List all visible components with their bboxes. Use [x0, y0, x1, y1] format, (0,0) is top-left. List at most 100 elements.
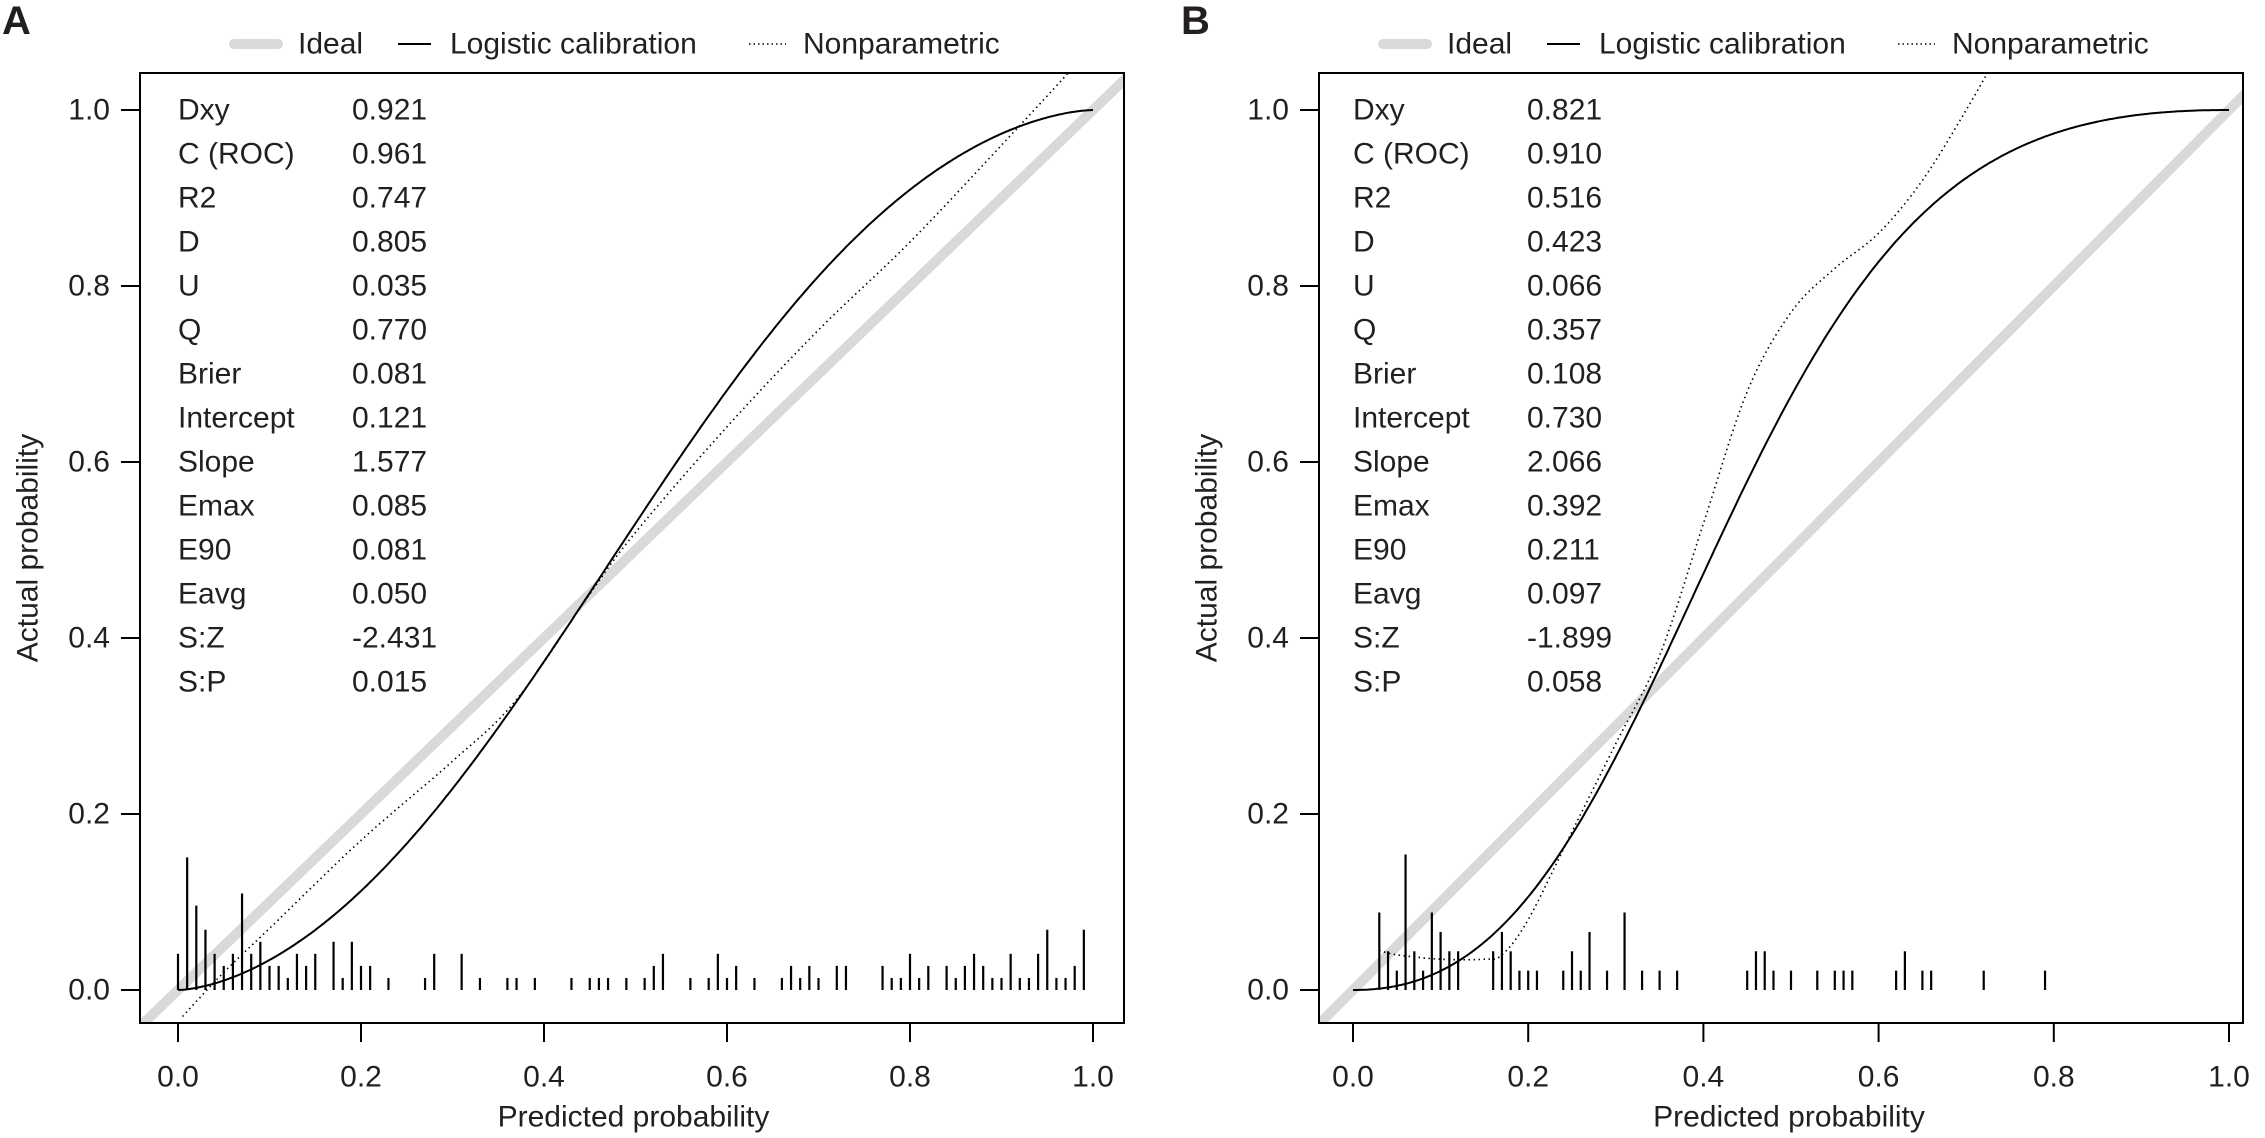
- stat-label: D: [178, 226, 200, 259]
- ideal-line: [140, 73, 1124, 1023]
- stat-value: 0.821: [1527, 94, 1602, 127]
- legend-ideal-label: Ideal: [1447, 28, 1512, 61]
- y-axis-label: Actual probability: [1191, 434, 1224, 662]
- stat-label: E90: [178, 534, 231, 567]
- stat-label: Q: [178, 314, 201, 347]
- nonparametric-curve: [1379, 73, 1989, 961]
- stat-value: 0.423: [1527, 226, 1602, 259]
- x-tick-label: 0.0: [1332, 1061, 1374, 1094]
- stat-label: Dxy: [1353, 94, 1405, 127]
- stat-value: 0.108: [1527, 358, 1602, 391]
- stat-value: 0.730: [1527, 402, 1602, 435]
- stat-label: Eavg: [178, 578, 246, 611]
- x-tick-label: 0.4: [1683, 1061, 1725, 1094]
- rug: [1378, 854, 2047, 990]
- stat-label: U: [1353, 270, 1375, 303]
- stat-value: 0.961: [352, 138, 427, 171]
- legend: Ideal Logistic calibration Nonparametric: [229, 28, 1000, 61]
- rug: [176, 857, 1085, 990]
- legend-logistic-label: Logistic calibration: [450, 28, 697, 61]
- y-tick-label: 0.0: [1247, 974, 1289, 1007]
- x-tick-label: 0.6: [706, 1061, 748, 1094]
- legend-nonparametric-label: Nonparametric: [803, 28, 1000, 61]
- x-tick-label: 0.4: [523, 1061, 565, 1094]
- stat-label: S:Z: [1353, 622, 1400, 655]
- stat-label: R2: [1353, 182, 1391, 215]
- ideal-line: [1319, 88, 2243, 1023]
- x-tick-label: 0.0: [157, 1061, 199, 1094]
- stat-value: 1.577: [352, 446, 427, 479]
- y-tick-label: 0.2: [68, 798, 110, 831]
- stat-label: R2: [178, 182, 216, 215]
- stat-label: Slope: [178, 446, 255, 479]
- stat-label: S:P: [1353, 666, 1401, 699]
- stat-value: 0.211: [1527, 534, 1600, 567]
- stat-label: Intercept: [178, 402, 295, 435]
- x-axis-label: Predicted probability: [498, 1101, 770, 1134]
- stat-value: 0.066: [1527, 270, 1602, 303]
- y-tick-label: 0.4: [1247, 622, 1289, 655]
- logistic-calibration-curve: [177, 109, 1094, 991]
- stat-value: 0.121: [352, 402, 427, 435]
- stat-value: 0.058: [1527, 666, 1602, 699]
- legend-logistic-label: Logistic calibration: [1599, 28, 1846, 61]
- y-tick-label: 0.6: [1247, 446, 1289, 479]
- stat-value: 0.910: [1527, 138, 1602, 171]
- stat-value: 0.921: [352, 94, 427, 127]
- x-tick-label: 0.8: [889, 1061, 931, 1094]
- stat-value: 0.085: [352, 490, 427, 523]
- plot-frame: [1318, 72, 2244, 1024]
- panel-letter: A: [2, 0, 31, 43]
- x-tick-label: 0.2: [340, 1061, 382, 1094]
- stats-table: Dxy 0.921 C (ROC) 0.961 R2 0.747 D 0.805 U 0.035 Q…: [178, 94, 437, 699]
- legend-nonparametric-label: Nonparametric: [1952, 28, 2149, 61]
- plot-area: [1319, 73, 2243, 1023]
- legend: Ideal Logistic calibration Nonparametric: [1378, 28, 2149, 61]
- stat-label: D: [1353, 226, 1375, 259]
- panel-a: A Ideal Logistic calibration Nonparametric 0…: [2, 0, 1125, 1134]
- stat-label: Intercept: [1353, 402, 1470, 435]
- panel-b: B Ideal Logistic calibration Nonparametric 0…: [1181, 0, 2250, 1134]
- stat-value: 0.516: [1527, 182, 1602, 215]
- stat-label: Slope: [1353, 446, 1430, 479]
- stat-label: Q: [1353, 314, 1376, 347]
- y-tick-label: 1.0: [68, 94, 110, 127]
- stat-value: 0.081: [352, 534, 427, 567]
- stat-value: 0.805: [352, 226, 427, 259]
- stat-label: U: [178, 270, 200, 303]
- stat-value: 0.357: [1527, 314, 1602, 347]
- logistic-calibration-curve: [1353, 109, 2229, 991]
- stat-label: Eavg: [1353, 578, 1421, 611]
- stat-label: S:Z: [178, 622, 225, 655]
- y-axis-label: Actual probability: [12, 434, 45, 662]
- legend-ideal-label: Ideal: [298, 28, 363, 61]
- stat-value: 0.081: [352, 358, 427, 391]
- stat-value: 0.747: [352, 182, 427, 215]
- x-tick-label: 0.2: [1507, 1061, 1549, 1094]
- stat-value: 0.050: [352, 578, 427, 611]
- x-tick-label: 1.0: [1072, 1061, 1114, 1094]
- nonparametric-curve: [181, 73, 1070, 1017]
- stat-value: -2.431: [352, 622, 437, 655]
- stat-label: Emax: [178, 490, 255, 523]
- stat-value: 0.035: [352, 270, 427, 303]
- y-tick-label: 0.4: [68, 622, 110, 655]
- plot-frame: [139, 72, 1125, 1024]
- y-tick-label: 1.0: [1247, 94, 1289, 127]
- plot-area: [140, 73, 1124, 1023]
- panel-letter: B: [1181, 0, 1210, 43]
- stat-value: 0.015: [352, 666, 427, 699]
- stat-label: E90: [1353, 534, 1406, 567]
- x-tick-label: 0.8: [2033, 1061, 2075, 1094]
- x-tick-label: 0.6: [1858, 1061, 1900, 1094]
- y-tick-label: 0.6: [68, 446, 110, 479]
- y-tick-label: 0.8: [1247, 270, 1289, 303]
- stat-label: Emax: [1353, 490, 1430, 523]
- stat-value: 0.097: [1527, 578, 1602, 611]
- stat-label: Dxy: [178, 94, 230, 127]
- y-tick-label: 0.0: [68, 974, 110, 1007]
- stat-value: 0.392: [1527, 490, 1602, 523]
- x-axis-label: Predicted probability: [1653, 1101, 1925, 1134]
- y-tick-label: 0.2: [1247, 798, 1289, 831]
